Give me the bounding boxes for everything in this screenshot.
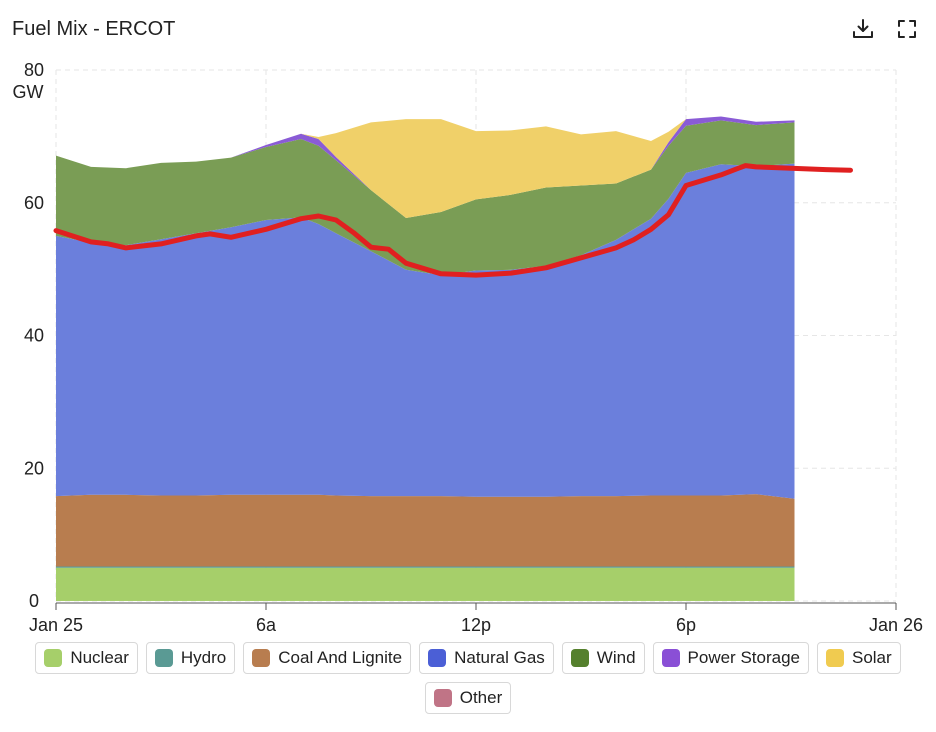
legend-item-nuclear[interactable]: Nuclear bbox=[35, 642, 138, 674]
area-hydro bbox=[56, 566, 795, 568]
y-tick-label: 60 bbox=[24, 193, 44, 213]
legend-label: Nuclear bbox=[70, 648, 129, 667]
legend-item-power-storage[interactable]: Power Storage bbox=[652, 642, 809, 674]
legend-label: Hydro bbox=[180, 648, 227, 667]
x-tick-label: 6a bbox=[256, 615, 277, 635]
y-tick-label: 40 bbox=[24, 326, 44, 346]
area-coal-and-lignite bbox=[56, 494, 795, 567]
area-wind bbox=[56, 120, 795, 276]
legend-label: Power Storage bbox=[687, 648, 800, 667]
load-line bbox=[53, 163, 853, 278]
chart-title: Fuel Mix - ERCOT bbox=[12, 18, 176, 40]
legend-item-solar[interactable]: Solar bbox=[816, 642, 901, 674]
x-tick-label: Jan 25 bbox=[29, 615, 83, 635]
x-tick-label: 12p bbox=[461, 615, 491, 635]
legend-label: Coal And Lignite bbox=[278, 648, 403, 667]
legend-item-natural-gas[interactable]: Natural Gas bbox=[419, 642, 554, 674]
legend-swatch bbox=[154, 649, 173, 667]
legend-label: Natural Gas bbox=[454, 648, 545, 667]
legend-item-other[interactable]: Other bbox=[424, 682, 512, 714]
x-tick-label: Jan 26 bbox=[869, 615, 923, 635]
legend-item-wind[interactable]: Wind bbox=[561, 642, 645, 674]
legend-swatch bbox=[252, 649, 271, 667]
legend-row: Nuclear Hydro Coal And Lignite Natural Gas W… bbox=[0, 642, 936, 674]
legend-swatch bbox=[570, 649, 589, 667]
y-tick-label: 20 bbox=[24, 458, 44, 478]
legend-label: Solar bbox=[851, 648, 892, 667]
legend-swatch bbox=[825, 649, 844, 667]
area-nuclear bbox=[56, 567, 795, 601]
legend-swatch bbox=[44, 649, 63, 667]
legend-label: Other bbox=[459, 688, 503, 707]
legend-item-coal-and-lignite[interactable]: Coal And Lignite bbox=[243, 642, 412, 674]
area-solar bbox=[56, 116, 795, 218]
legend-swatch bbox=[428, 649, 447, 667]
x-tick-label: 6p bbox=[676, 615, 696, 635]
y-tick-label: 80 bbox=[24, 60, 44, 80]
legend-row: Other bbox=[0, 682, 936, 714]
download-icon[interactable] bbox=[850, 16, 876, 42]
y-axis-unit: GW bbox=[13, 82, 44, 102]
legend-swatch bbox=[661, 649, 680, 667]
legend-swatch bbox=[433, 689, 452, 707]
legend-item-hydro[interactable]: Hydro bbox=[145, 642, 236, 674]
legend-label: Wind bbox=[596, 648, 636, 667]
legend: Nuclear Hydro Coal And Lignite Natural Gas W… bbox=[0, 642, 936, 722]
y-tick-label: 0 bbox=[29, 591, 39, 611]
fullscreen-icon[interactable] bbox=[894, 16, 920, 42]
